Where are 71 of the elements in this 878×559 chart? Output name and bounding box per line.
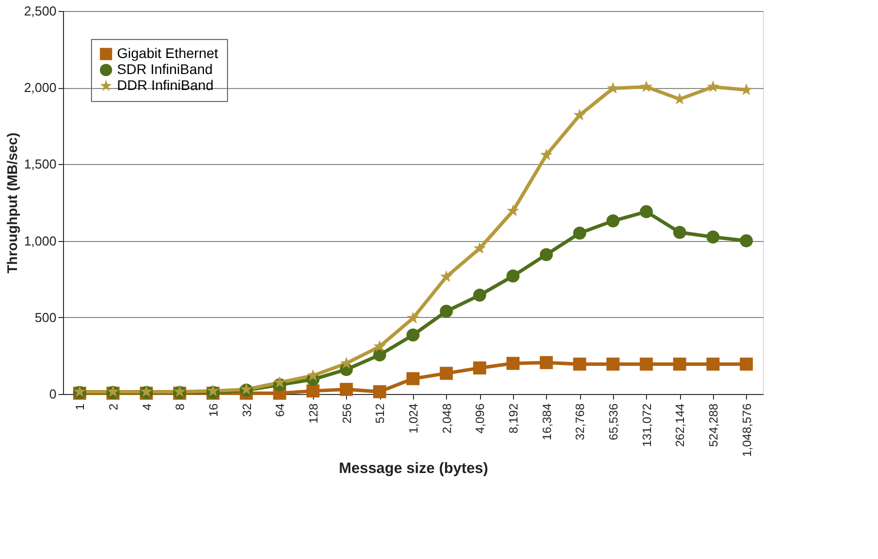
point	[506, 270, 520, 283]
point	[706, 230, 720, 244]
point	[506, 356, 520, 370]
x-tick-label: 524,288	[706, 403, 720, 447]
point	[606, 82, 620, 94]
y-tick-label: 2,500	[24, 4, 56, 18]
point	[506, 204, 520, 216]
point	[273, 376, 286, 388]
point	[540, 356, 553, 370]
x-tick-label: 8,192	[506, 403, 520, 434]
point	[573, 358, 586, 371]
point	[640, 358, 653, 371]
point	[706, 80, 720, 92]
point	[373, 348, 386, 362]
point	[406, 312, 420, 324]
x-tick-label: 262,144	[673, 403, 688, 447]
point	[306, 384, 320, 398]
point	[673, 358, 686, 371]
point	[740, 234, 753, 248]
x-tick-label: 16,384	[540, 403, 554, 440]
point	[473, 242, 486, 254]
x-tick-label: 64	[273, 403, 288, 417]
point	[673, 226, 686, 239]
point	[573, 226, 586, 240]
x-tick-label: 4,096	[473, 403, 488, 434]
legend-label: Gigabit Ethernet	[117, 45, 218, 61]
point	[540, 148, 553, 160]
point	[473, 361, 486, 374]
point	[440, 304, 453, 318]
point	[640, 80, 653, 92]
x-tick-label: 4	[140, 403, 154, 410]
point	[740, 83, 753, 96]
x-tick-label: 32,768	[573, 403, 588, 440]
x-tick-label: 2	[106, 403, 120, 410]
point	[606, 214, 620, 228]
x-tick-label: 128	[306, 403, 320, 424]
point	[473, 288, 486, 302]
x-tick-label: 2,048	[440, 403, 454, 434]
x-tick-label: 512	[373, 403, 388, 424]
y-axis-title: Throughput (MB/sec)	[4, 132, 20, 274]
y-tick-label: 500	[34, 310, 56, 325]
point	[406, 328, 420, 342]
x-tick-label: 65,536	[606, 403, 620, 440]
x-tick-label: 256	[340, 403, 354, 424]
point	[206, 384, 220, 396]
point	[440, 366, 453, 380]
x-tick-label: 32	[240, 403, 254, 417]
x-tick-label: 8	[173, 403, 188, 410]
point	[406, 372, 420, 386]
point	[740, 358, 753, 371]
legend-label: DDR InfiniBand	[117, 77, 214, 93]
y-tick-label: 2,000	[24, 80, 56, 96]
x-tick-label: 16	[206, 403, 220, 417]
point	[606, 358, 620, 371]
x-tick-label: 1	[73, 403, 88, 410]
legend-label: SDR InfiniBand	[117, 61, 213, 77]
point	[640, 205, 653, 218]
point	[373, 385, 386, 398]
y-tick-label: 1,500	[24, 156, 56, 172]
y-tick-label: 1,000	[24, 233, 56, 248]
x-tick-label: 131,072	[640, 403, 654, 447]
point	[340, 382, 353, 396]
point	[706, 358, 720, 371]
point	[573, 108, 586, 120]
point	[373, 340, 386, 352]
x-axis-title: Message size (bytes)	[338, 460, 488, 477]
point	[540, 248, 553, 262]
x-tick-label: 1,048,576	[740, 403, 754, 457]
x-tick-label: 1,024	[406, 403, 420, 434]
point	[440, 270, 453, 282]
y-tick-label: 0	[49, 386, 56, 402]
